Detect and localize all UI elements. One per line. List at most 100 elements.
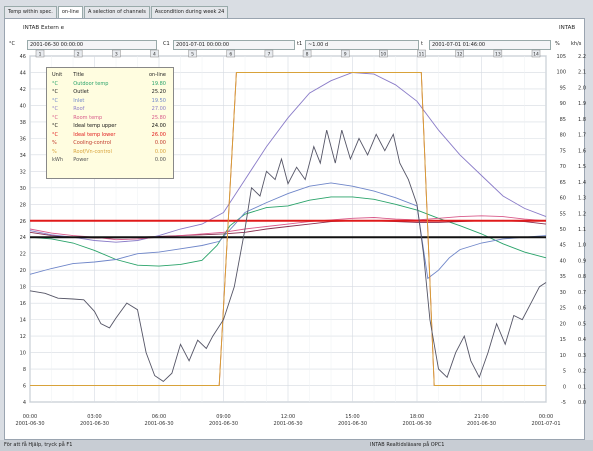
legend-title: Ideal temp lower bbox=[73, 131, 116, 138]
y-tick-label: 46 bbox=[20, 54, 26, 60]
legend-unit: °C bbox=[52, 89, 58, 95]
y-right2-tick-label: 1.1 bbox=[578, 227, 586, 233]
event-marker-label: 11 bbox=[419, 52, 425, 58]
chart-title: INTAB Extern e bbox=[23, 25, 65, 31]
y-right2-tick-label: 2.1 bbox=[578, 70, 586, 76]
legend-value: 19.50 bbox=[151, 97, 166, 104]
y-tick-label: 6 bbox=[23, 384, 26, 390]
event-marker bbox=[455, 49, 464, 58]
y-right2-tick-label: 1.9 bbox=[578, 101, 586, 107]
legend-title: Power bbox=[73, 157, 89, 163]
x-tick-date: 2001-06-30 bbox=[15, 421, 44, 427]
legend-title: Outlet bbox=[73, 89, 89, 95]
y-tick-label: 10 bbox=[20, 351, 26, 357]
cursor-label: C1 bbox=[163, 41, 170, 47]
x-tick-time: 00:00 bbox=[23, 414, 37, 420]
event-marker bbox=[73, 49, 83, 58]
legend-title: Outdoor temp bbox=[73, 80, 109, 87]
y-right2-tick-label: 0.3 bbox=[578, 353, 586, 359]
event-marker-label: 6 bbox=[229, 52, 232, 58]
y-right2-tick-label: 1.6 bbox=[578, 148, 586, 154]
y-tick-label: 4 bbox=[23, 400, 26, 406]
legend-value: 24.00 bbox=[151, 123, 166, 129]
series-line bbox=[29, 182, 547, 280]
legend-row: °C Outdoor temp 19.80 bbox=[50, 80, 168, 89]
y-tick-label: 34 bbox=[20, 153, 26, 159]
legend-unit: °C bbox=[52, 106, 58, 112]
series-line bbox=[29, 72, 547, 243]
event-marker-label: 7 bbox=[267, 52, 270, 58]
end-time-field[interactable]: 2001-07-01 01:46:00 bbox=[429, 40, 551, 50]
legend-title: Roof/Vn-control bbox=[73, 148, 112, 155]
y-tick-label: 26 bbox=[20, 219, 26, 225]
event-marker-label: 4 bbox=[153, 52, 156, 58]
legend-unit: °C bbox=[52, 114, 58, 121]
status-bar: För att få Hjälp, tryck på F1 INTAB Real… bbox=[0, 440, 593, 451]
legend-unit: % bbox=[52, 140, 57, 146]
y-tick-label: 12 bbox=[20, 334, 26, 340]
legend-title: Room temp bbox=[73, 114, 103, 121]
y-tick-label: 32 bbox=[20, 169, 26, 175]
event-marker-label: 8 bbox=[306, 52, 309, 58]
y-right-tick-label: 105 bbox=[556, 54, 566, 60]
y-tick-label: 16 bbox=[20, 301, 26, 307]
event-marker-label: 2 bbox=[77, 52, 80, 58]
event-marker-label: 3 bbox=[115, 52, 118, 58]
delta-field[interactable]: ~1.00 d bbox=[305, 40, 419, 50]
series-line bbox=[30, 72, 546, 386]
event-marker-label: 10 bbox=[381, 52, 387, 58]
y-right2-tick-label: 1.5 bbox=[578, 164, 586, 170]
series-line bbox=[29, 196, 547, 267]
legend-title: Inlet bbox=[73, 97, 85, 104]
y-right2-tick-label: 1.7 bbox=[578, 133, 586, 139]
legend-unit: °C bbox=[52, 131, 58, 138]
legend-header-value: on-line bbox=[148, 72, 166, 78]
y-right2-tick-label: 0.9 bbox=[578, 258, 586, 264]
y-right2-tick-label: 0.8 bbox=[578, 274, 586, 280]
unit-left-label: °C bbox=[9, 41, 15, 47]
y-right2-tick-label: 1.0 bbox=[578, 243, 586, 249]
event-marker-label: 14 bbox=[533, 52, 539, 58]
tab-ascondition-week-24[interactable]: Ascondition during week 24 bbox=[150, 6, 229, 18]
y-right-tick-label: 80 bbox=[560, 133, 566, 139]
event-marker bbox=[264, 49, 274, 58]
event-marker-label: 12 bbox=[457, 52, 463, 58]
cursor-time-field[interactable]: 2001-07-01 00:00:00 bbox=[173, 40, 295, 50]
tab-temp-within-spec[interactable]: Temp within spec. bbox=[4, 6, 57, 18]
chart-legend: Unit Title on-line °C Outdoor temp 19.80 °C… bbox=[46, 67, 174, 179]
x-tick-date: 2001-07-01 bbox=[531, 421, 560, 427]
legend-unit: °C bbox=[52, 80, 58, 87]
y-right-tick-label: 60 bbox=[560, 196, 566, 202]
tab-on-line[interactable]: on-line bbox=[57, 6, 83, 18]
legend-value: 27.00 bbox=[151, 106, 166, 112]
y-right2-tick-label: 1.2 bbox=[578, 211, 586, 217]
legend-row: % Cooling-control 0.00 bbox=[50, 139, 168, 148]
event-marker-label: 13 bbox=[495, 52, 501, 58]
start-time-field[interactable]: 2001-06-30 00:00:00 bbox=[27, 40, 157, 50]
event-marker bbox=[226, 49, 236, 58]
x-tick-time: 12:00 bbox=[281, 414, 295, 420]
legend-unit: °C bbox=[52, 123, 58, 129]
x-tick-date: 2001-06-30 bbox=[144, 421, 173, 427]
unit-right2-label: kh/s bbox=[571, 41, 582, 47]
legend-title: Cooling-control bbox=[73, 140, 112, 146]
y-tick-label: 40 bbox=[20, 103, 26, 109]
y-tick-label: 44 bbox=[20, 70, 26, 76]
legend-row: °C Inlet 19.50 bbox=[50, 97, 168, 106]
y-right-tick-label: 85 bbox=[560, 117, 566, 123]
tab-bar: Temp within spec. on-line A selection of… bbox=[4, 6, 229, 18]
tab-selection-of-channels[interactable]: A selection of channels bbox=[83, 6, 150, 18]
y-right2-tick-label: 1.8 bbox=[578, 117, 586, 123]
y-right-tick-label: 50 bbox=[560, 227, 566, 233]
x-tick-time: 18:00 bbox=[410, 414, 424, 420]
y-right2-tick-label: 0.6 bbox=[578, 306, 586, 312]
legend-row: °C Roof 27.00 bbox=[50, 105, 168, 114]
y-right-tick-label: 100 bbox=[556, 70, 566, 76]
x-tick-date: 2001-06-30 bbox=[338, 421, 367, 427]
legend-unit: % bbox=[52, 148, 57, 155]
event-marker bbox=[188, 49, 197, 58]
y-tick-label: 28 bbox=[20, 202, 26, 208]
y-right-tick-label: 5 bbox=[563, 369, 566, 375]
y-right-tick-label: 45 bbox=[560, 243, 566, 249]
y-right2-tick-label: 2.0 bbox=[578, 85, 586, 91]
